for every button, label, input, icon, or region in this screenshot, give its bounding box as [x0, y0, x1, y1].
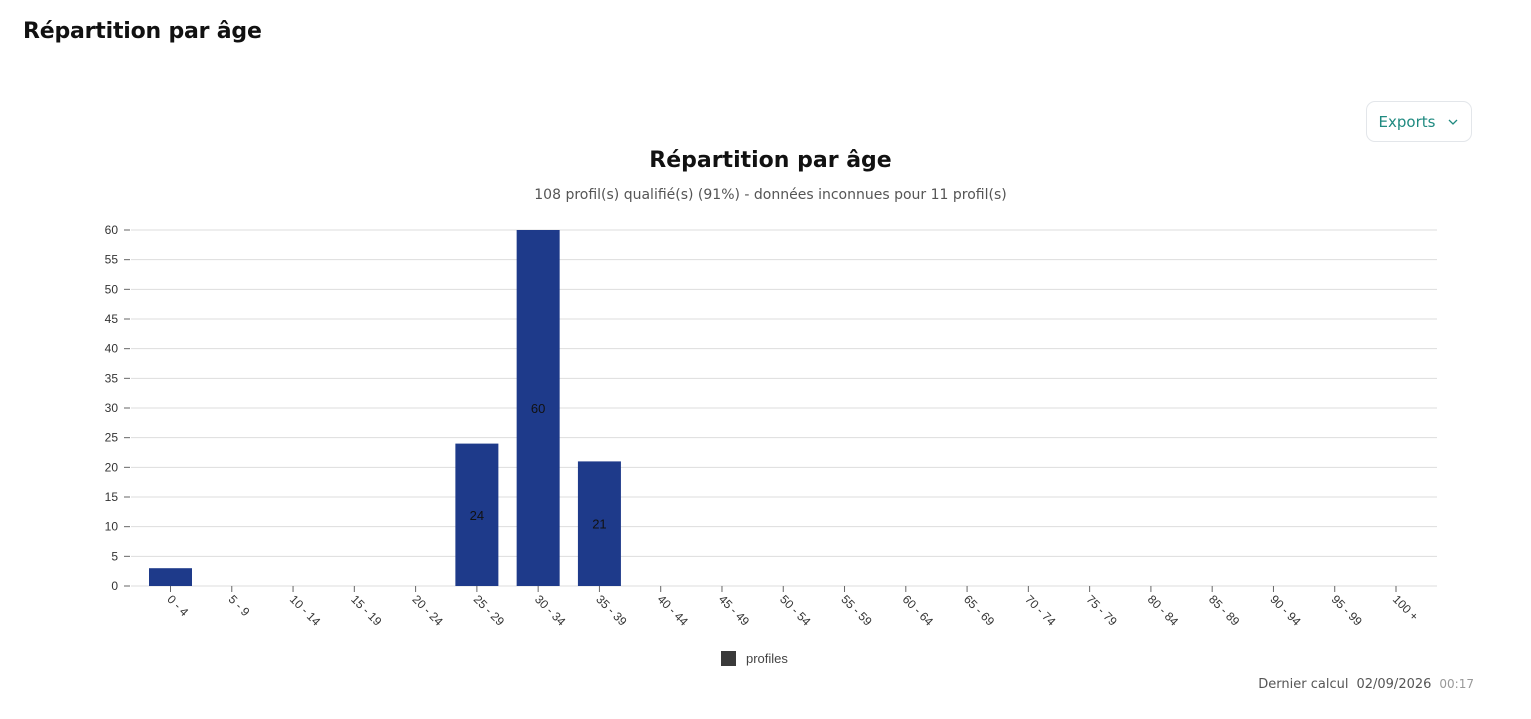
- y-tick-label: 30: [105, 401, 119, 415]
- legend-label: profiles: [746, 651, 788, 666]
- x-tick-label: 100 +: [1390, 592, 1421, 623]
- x-tick-label: 0 - 4: [164, 592, 191, 619]
- bar-5[interactable]: [455, 443, 499, 586]
- y-tick-label: 25: [105, 431, 119, 445]
- legend-swatch: [721, 651, 736, 666]
- chart-legend[interactable]: profiles: [721, 651, 788, 666]
- x-tick-label: 70 - 74: [1022, 592, 1059, 629]
- x-tick-label: 15 - 19: [348, 592, 385, 629]
- x-tick-label: 75 - 79: [1084, 592, 1121, 629]
- y-tick-label: 5: [111, 549, 118, 563]
- data-label-5: 24: [470, 508, 484, 523]
- y-tick-label: 60: [105, 223, 119, 237]
- x-tick-label: 90 - 94: [1267, 592, 1304, 629]
- last-computed-date: 02/09/2026: [1356, 677, 1432, 692]
- bar-7[interactable]: [577, 461, 621, 586]
- y-tick-label: 20: [105, 460, 119, 474]
- x-tick-label: 65 - 69: [961, 592, 998, 629]
- bars: [149, 230, 621, 586]
- last-computed: Dernier calcul 02/09/2026 00:17: [1258, 677, 1474, 692]
- x-tick-label: 60 - 64: [900, 592, 937, 629]
- y-tick-label: 45: [105, 312, 119, 326]
- x-tick-label: 30 - 34: [532, 592, 569, 629]
- y-tick-label: 15: [105, 490, 119, 504]
- chart-title: Répartition par âge: [649, 148, 892, 173]
- grid-lines: [131, 229, 1437, 587]
- x-tick-label: 55 - 59: [838, 592, 875, 629]
- x-tick-label: 10 - 14: [287, 592, 324, 629]
- x-tick-label: 35 - 39: [593, 592, 630, 629]
- last-computed-time: 00:17: [1439, 677, 1474, 691]
- bar-0[interactable]: [149, 568, 192, 586]
- x-tick-label: 95 - 99: [1329, 592, 1366, 629]
- x-tick-label: 25 - 29: [471, 592, 508, 629]
- data-labels: 24 60 21: [470, 401, 607, 532]
- x-tick-label: 85 - 89: [1206, 592, 1243, 629]
- y-tick-label: 0: [111, 579, 118, 593]
- x-tick-label: 50 - 54: [777, 592, 814, 629]
- y-tick-label: 10: [105, 520, 119, 534]
- page-title: Répartition par âge: [23, 19, 262, 44]
- x-tick-label: 20 - 24: [409, 592, 446, 629]
- last-computed-label: Dernier calcul: [1258, 677, 1349, 692]
- data-label-6: 60: [531, 401, 545, 416]
- bar-6[interactable]: [516, 230, 560, 586]
- y-tick-label: 50: [105, 282, 119, 296]
- x-tick-label: 5 - 9: [226, 592, 253, 619]
- x-tick-label: 40 - 44: [655, 592, 692, 629]
- y-tick-label: 35: [105, 371, 119, 385]
- y-tick-label: 40: [105, 342, 119, 356]
- x-tick-label: 45 - 49: [716, 592, 753, 629]
- exports-button-label: Exports: [1378, 112, 1436, 131]
- chevron-down-icon: [1448, 119, 1458, 125]
- data-label-7: 21: [592, 517, 606, 532]
- y-axis-ticks: 0 5 10 15 20 25 30 35 40 45 50 55 60: [105, 223, 130, 593]
- exports-button[interactable]: Exports: [1366, 101, 1472, 142]
- chart-subtitle: 108 profil(s) qualifié(s) (91%) - donnée…: [534, 187, 1007, 203]
- age-distribution-chart: 0 5 10 15 20 25 30 35 40 45 50 55 60 24 60 21 0 - 4 5 -…: [105, 223, 1437, 629]
- x-tick-label: 80 - 84: [1145, 592, 1182, 629]
- x-axis-ticks: 0 - 4 5 - 9 10 - 14 15 - 19 20 - 24 25 - 29 30…: [164, 586, 1421, 629]
- y-tick-label: 55: [105, 253, 119, 267]
